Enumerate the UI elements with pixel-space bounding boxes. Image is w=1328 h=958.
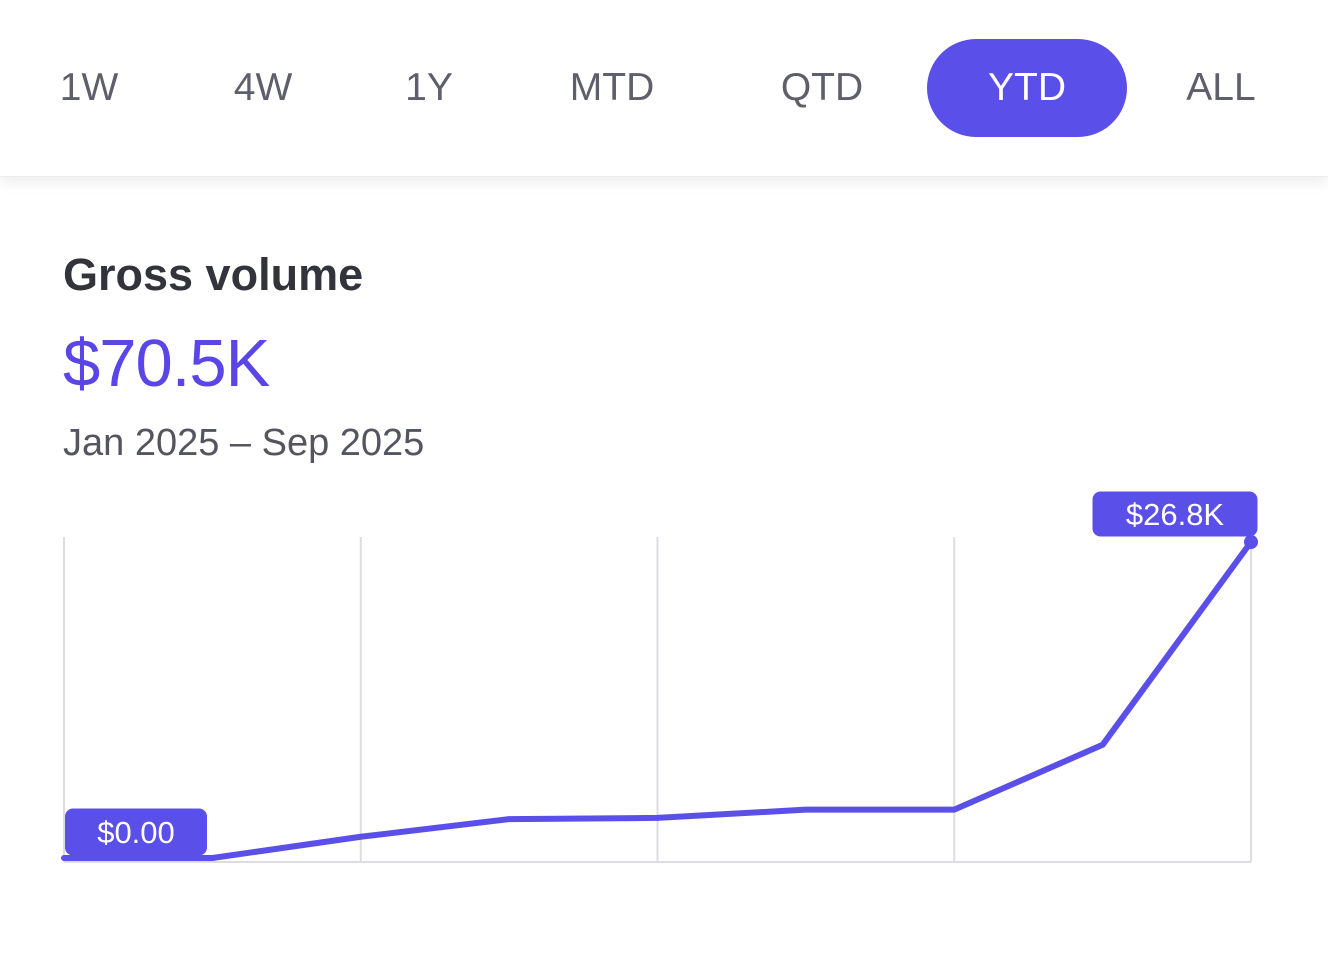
metric-total-value: $70.5K (63, 326, 270, 401)
date-range-label: Jan 2025 – Sep 2025 (63, 422, 425, 464)
gross-volume-series-line (61, 539, 1254, 861)
tab-all[interactable]: ALL (1186, 66, 1256, 109)
start-value-label-text: $0.00 (97, 815, 175, 850)
tab-mtd[interactable]: MTD (569, 66, 655, 109)
start-value-label: $0.00 (65, 808, 207, 856)
tab-1y[interactable]: 1Y (405, 66, 453, 109)
start-value-label-bg (65, 808, 207, 856)
tab-4w[interactable]: 4W (233, 66, 293, 109)
end-value-label-text: $26.8K (1126, 497, 1225, 532)
tab-qtd[interactable]: QTD (780, 66, 864, 109)
range-tab-bar: 1W 4W 1Y MTD QTD YTD ALL (0, 0, 1328, 177)
end-value-label: $26.8K (1092, 491, 1258, 537)
data-point-sep-2025 (1244, 535, 1258, 549)
gross-volume-panel: Gross volume $70.5K Jan 2025 – Sep 2025 (0, 178, 1328, 958)
tab-ytd[interactable]: YTD (927, 39, 1127, 137)
tab-1w[interactable]: 1W (59, 66, 119, 109)
metric-title: Gross volume (63, 249, 364, 300)
end-value-label-bg (1092, 491, 1258, 537)
